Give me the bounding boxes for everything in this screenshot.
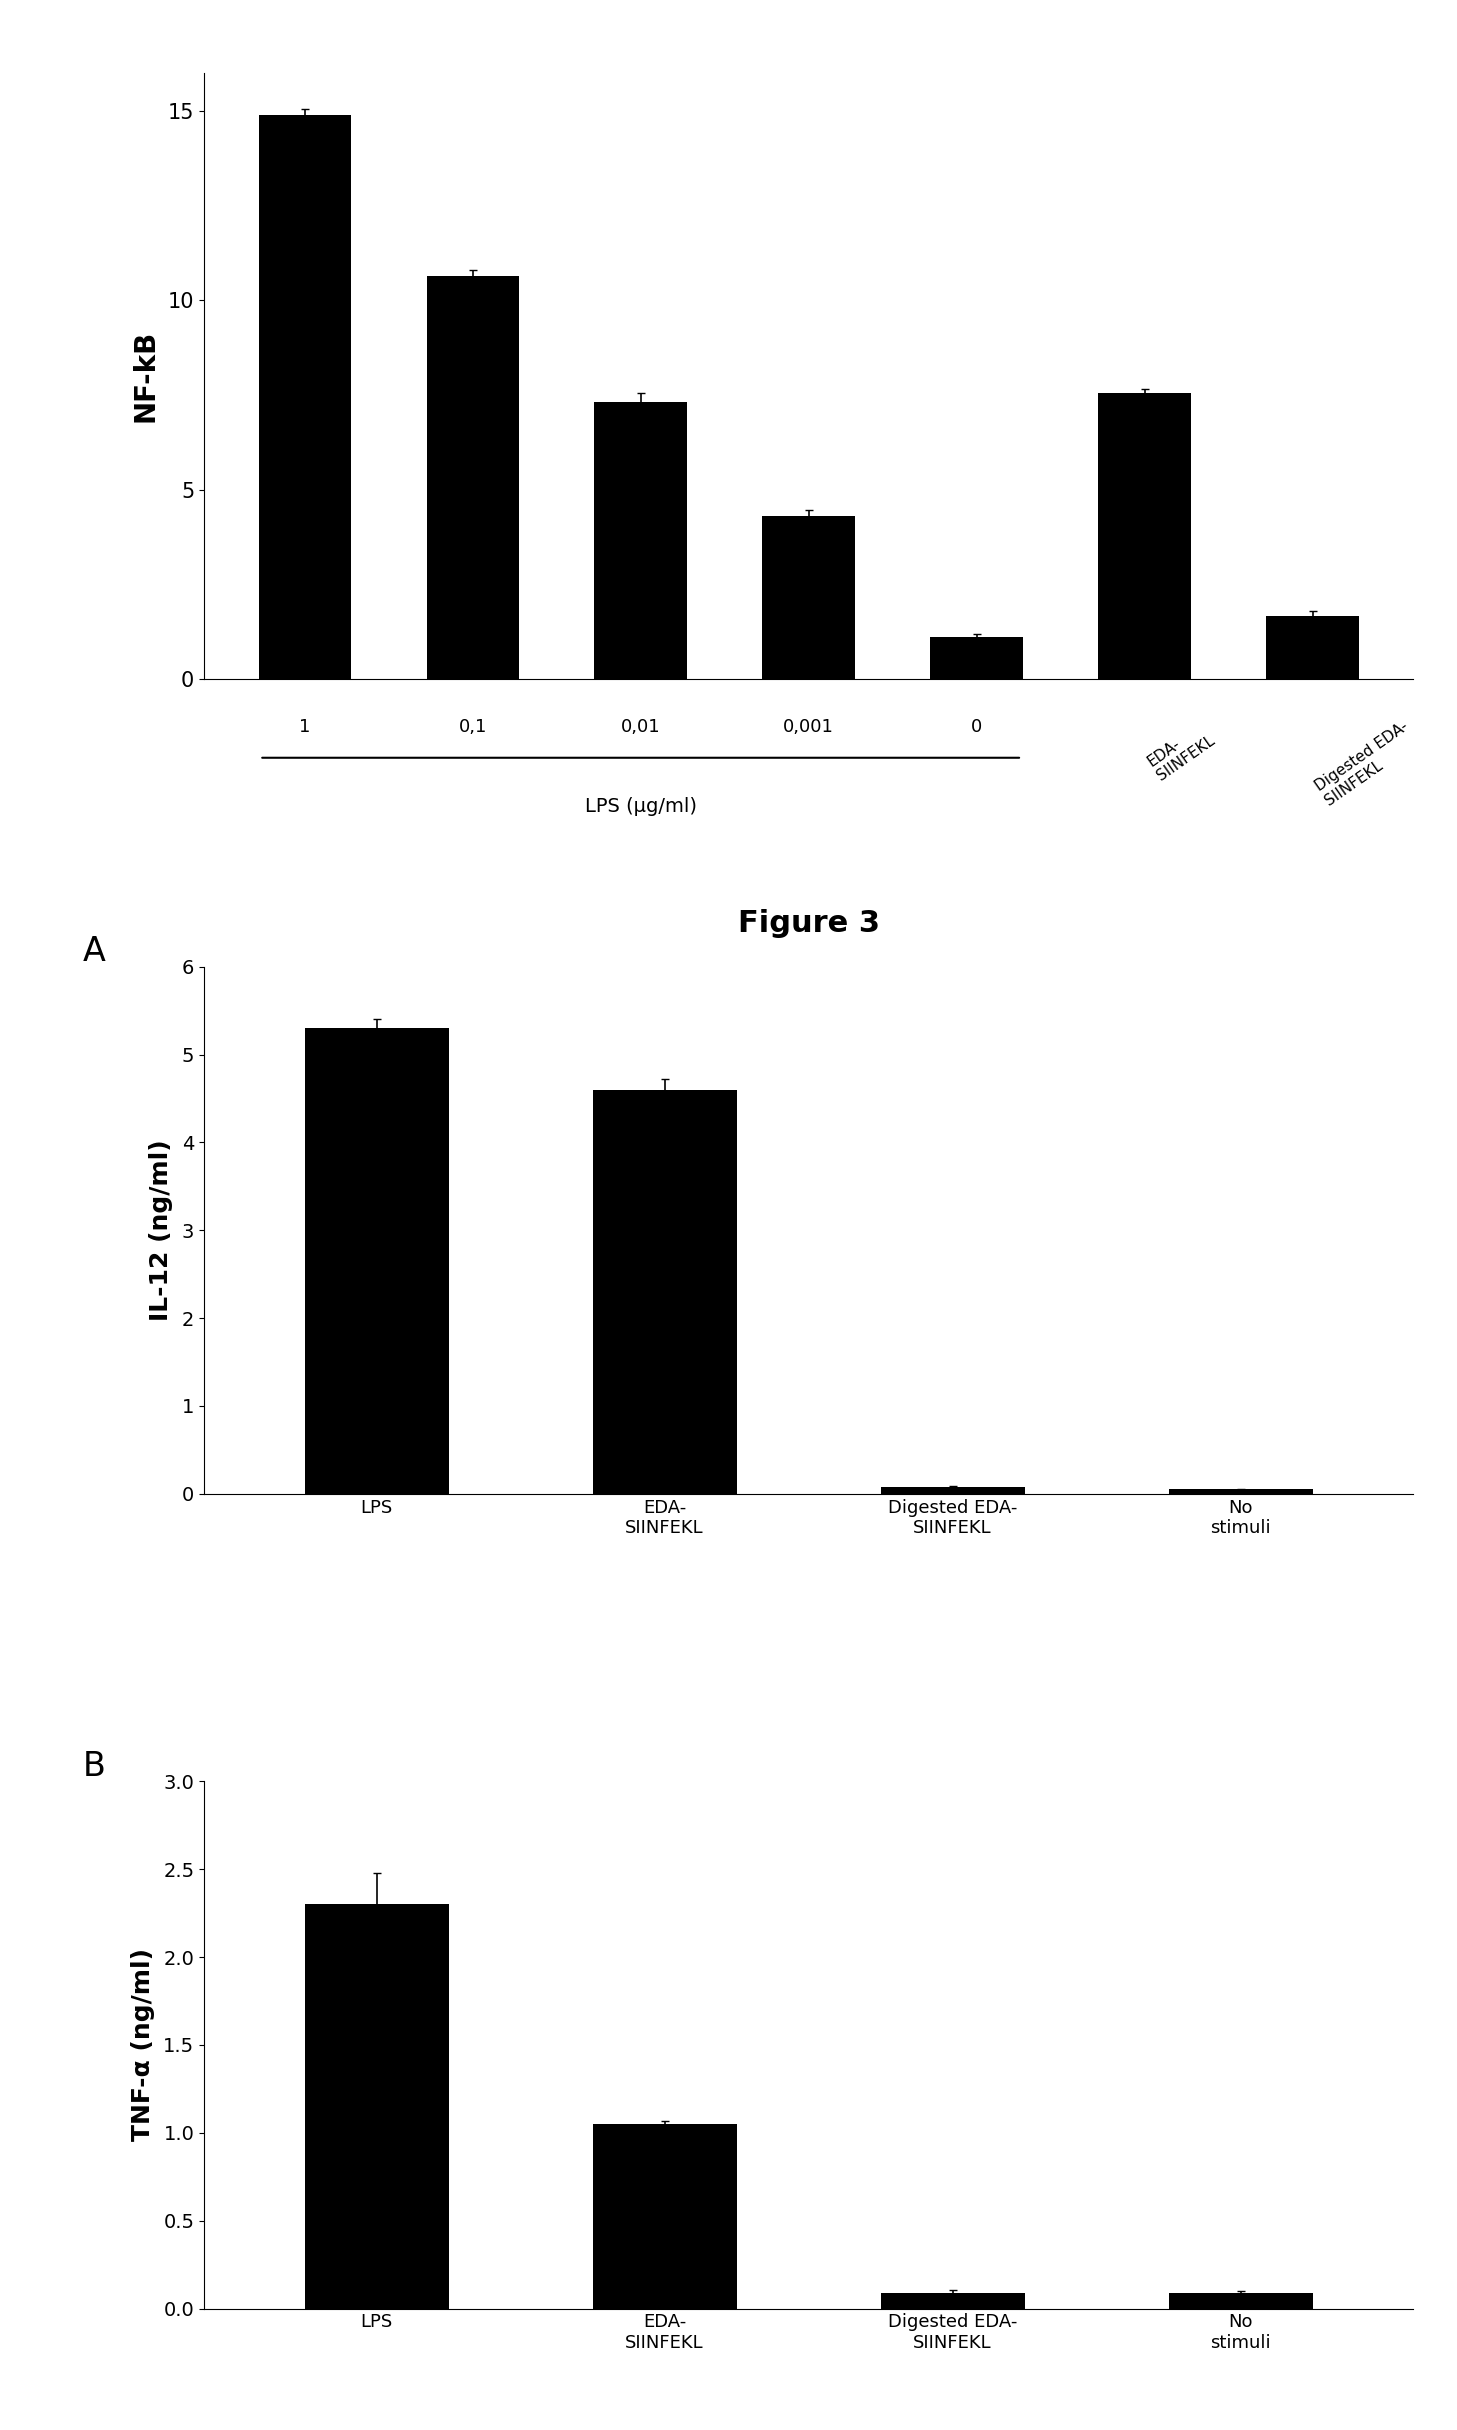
Bar — [427, 275, 519, 678]
Bar — [258, 114, 351, 678]
Y-axis label: IL-12 (ng/ml): IL-12 (ng/ml) — [150, 1140, 173, 1322]
Bar — [1266, 617, 1359, 678]
Bar — [880, 2291, 1024, 2308]
Bar — [1169, 2291, 1313, 2308]
Y-axis label: TNF-α (ng/ml): TNF-α (ng/ml) — [131, 1949, 154, 2141]
Text: 0,001: 0,001 — [784, 719, 833, 736]
Y-axis label: NF-kB: NF-kB — [131, 330, 159, 423]
Text: 0,1: 0,1 — [459, 719, 487, 736]
Text: EDA-
SIINFEKL: EDA- SIINFEKL — [1145, 719, 1218, 782]
Bar — [1169, 1490, 1313, 1494]
Bar — [1099, 394, 1190, 678]
Bar — [305, 1028, 449, 1494]
Bar — [931, 637, 1023, 678]
Bar — [305, 1905, 449, 2308]
Text: B: B — [83, 1750, 106, 1784]
Bar — [593, 2124, 737, 2308]
Bar — [593, 1089, 737, 1494]
Bar — [762, 515, 855, 678]
Text: 0: 0 — [970, 719, 982, 736]
Text: LPS (μg/ml): LPS (μg/ml) — [584, 797, 696, 816]
Text: A: A — [83, 936, 106, 967]
Text: Digested EDA-
SIINFEKL: Digested EDA- SIINFEKL — [1313, 719, 1421, 809]
Text: 0,01: 0,01 — [621, 719, 660, 736]
Bar — [880, 1487, 1024, 1494]
Bar — [594, 403, 686, 678]
Text: 1: 1 — [299, 719, 310, 736]
Text: Figure 3: Figure 3 — [737, 909, 880, 938]
